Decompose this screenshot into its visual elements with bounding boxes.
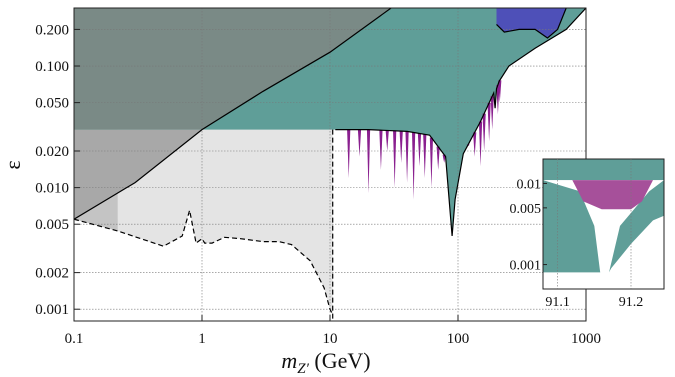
inset-teal-top: [543, 159, 664, 181]
dashed-limit-line: [74, 210, 334, 316]
x-tick-label: 1: [198, 331, 206, 347]
purple-spike: [366, 129, 371, 194]
inset-plot: 0.001 0.005 0.01 91.1 91.2: [510, 158, 665, 310]
purple-spike: [473, 132, 477, 157]
purple-spike: [436, 146, 440, 170]
y-tick-label: 0.200: [35, 22, 69, 38]
purple-spike: [490, 96, 494, 130]
purple-spike: [482, 113, 486, 152]
x-tick-label: 10: [323, 331, 338, 347]
purple-spike: [429, 137, 434, 188]
inset-teal-right: [609, 180, 664, 273]
purple-spike: [498, 80, 502, 103]
purple-spike: [357, 129, 362, 157]
x-tick-label: 1000: [571, 331, 601, 347]
x-axis-title-unit: (GeV): [309, 348, 371, 373]
x-axis-title-m: m: [281, 348, 297, 373]
inset-x-tick-label: 91.1: [545, 295, 570, 310]
x-tick-label: 100: [447, 331, 470, 347]
inset-teal-lower-left: [543, 201, 601, 273]
y-tick-label: 0.002: [35, 266, 69, 282]
inset-magenta-region: [572, 180, 653, 210]
blue-boundary-line: [496, 8, 567, 39]
dark-gray-region: [74, 8, 392, 130]
x-axis-title-subscript: Z′: [297, 361, 309, 377]
purple-spike: [478, 121, 483, 167]
y-tick-label: 0.010: [35, 181, 69, 197]
inset-x-tick-label: 91.2: [619, 295, 644, 310]
y-tick-label: 0.005: [35, 217, 69, 233]
main-plot-area: 0.1 1 10 100 1000 0.001 0.002 0.005 0.010 0.020 0.…: [35, 7, 601, 347]
purple-spike: [412, 132, 416, 200]
purple-spike: [399, 131, 403, 163]
purple-spike: [379, 130, 383, 170]
inset-frame: [542, 158, 665, 290]
inset-y-tick-label: 0.005: [510, 202, 542, 217]
purple-spike: [405, 131, 409, 183]
light-gray-region: [117, 129, 333, 315]
teal-boundary-line: [335, 8, 586, 237]
purple-spike: [496, 84, 500, 115]
diagonal-limit-line: [74, 8, 392, 220]
inset-y-tick-label: 0.001: [510, 259, 542, 274]
y-tick-label: 0.050: [35, 96, 69, 112]
x-axis-title: mZ′ (GeV): [281, 348, 370, 377]
purple-spike: [393, 130, 397, 188]
y-tick-label: 0.100: [35, 59, 69, 75]
purple-spike: [385, 130, 389, 152]
y-tick-label: 0.001: [35, 302, 69, 318]
y-tick-label: 0.020: [35, 144, 69, 160]
purple-spike: [347, 129, 351, 178]
purple-spike: [487, 102, 491, 142]
blue-region: [496, 8, 567, 38]
y-axis-title: ε: [0, 160, 25, 169]
x-tick-label: 0.1: [65, 331, 84, 347]
inset-y-tick-label: 0.01: [517, 177, 542, 192]
purple-spike: [417, 133, 422, 167]
gray-wedge-region: [74, 129, 202, 220]
purple-spike: [423, 134, 427, 178]
